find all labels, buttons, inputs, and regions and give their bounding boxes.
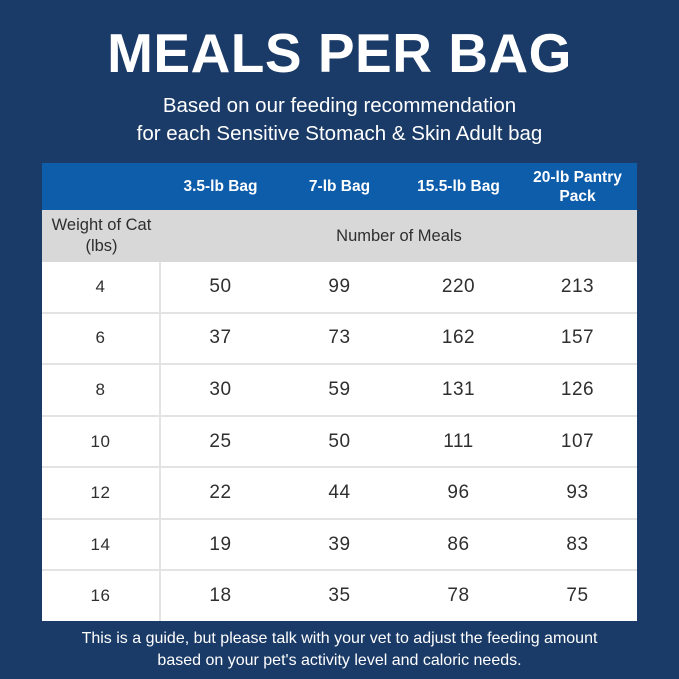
table-row: 10 25 50 111 107: [42, 414, 637, 467]
table-body: 4 50 99 220 213 6 37 73 162 157 8 30 59 …: [42, 262, 637, 622]
meals-cell: 126: [560, 378, 595, 400]
meals-cell: 107: [560, 430, 595, 452]
meals-cell: 83: [566, 533, 589, 555]
meals-per-bag-table: 3.5-lb Bag 7-lb Bag 15.5-lb Bag 20-lb Pa…: [42, 163, 637, 622]
meals-cell: 19: [209, 533, 232, 555]
column-header-20lb-pantry-pack: 20-lb Pantry Pack: [533, 168, 622, 205]
meals-cell: 50: [328, 430, 351, 452]
meals-cell: 35: [328, 585, 351, 607]
page-title: MEALS PER BAG: [107, 22, 572, 84]
weight-cell: 10: [42, 416, 161, 467]
meals-cell: 73: [328, 327, 351, 349]
meals-cell: 213: [560, 275, 595, 297]
column-header-3-5lb-bag: 3.5-lb Bag: [183, 178, 258, 195]
footnote: This is a guide, but please talk with yo…: [0, 628, 679, 672]
table-row: 6 37 73 162 157: [42, 311, 637, 364]
meals-cell: 157: [560, 327, 595, 349]
table-header-row: 3.5-lb Bag 7-lb Bag 15.5-lb Bag 20-lb Pa…: [42, 163, 637, 210]
meals-cell: 162: [441, 327, 476, 349]
column-header-7lb-bag: 7-lb Bag: [308, 178, 371, 195]
weight-cell: 6: [42, 313, 161, 364]
table-subheader-row: Weight of Cat (lbs) Number of Meals: [42, 210, 637, 262]
meals-cell: 86: [447, 533, 470, 555]
meals-cell: 99: [328, 275, 351, 297]
meals-cell: 131: [441, 378, 476, 400]
meals-cell: 96: [447, 482, 470, 504]
table-row: 12 22 44 96 93: [42, 466, 637, 518]
weight-cell: 8: [42, 365, 161, 415]
meals-cell: 44: [328, 482, 351, 504]
table-row: 14 19 39 86 83: [42, 517, 637, 570]
weight-of-cat-header: Weight of Cat (lbs): [42, 210, 161, 262]
weight-header-line-1: Weight of Cat: [51, 216, 152, 234]
weight-cell: 14: [42, 519, 161, 570]
meals-cell: 59: [328, 378, 351, 400]
meals-cell: 25: [209, 430, 232, 452]
footnote-line-2: based on your pet's activity level and c…: [157, 652, 522, 669]
subtitle-line-2: for each Sensitive Stomach & Skin Adult …: [136, 122, 543, 145]
table-row: 16 18 35 78 75: [42, 569, 637, 622]
footnote-line-1: This is a guide, but please talk with yo…: [81, 630, 598, 647]
meals-cell: 220: [441, 275, 476, 297]
meals-cell: 78: [447, 585, 470, 607]
meals-cell: 22: [209, 482, 232, 504]
meals-cell: 37: [209, 327, 232, 349]
meals-cell: 93: [566, 482, 589, 504]
header-corner-cell: [42, 163, 161, 210]
weight-cell: 16: [42, 571, 161, 622]
table-row: 4 50 99 220 213: [42, 262, 637, 312]
weight-header-line-2: (lbs): [85, 237, 118, 255]
weight-cell: 4: [42, 262, 161, 312]
table-row: 8 30 59 131 126: [42, 363, 637, 415]
subtitle: Based on our feeding recommendation for …: [0, 92, 679, 148]
meals-cell: 18: [209, 585, 232, 607]
column-header-15-5lb-bag: 15.5-lb Bag: [417, 178, 500, 195]
meals-cell: 50: [209, 275, 232, 297]
number-of-meals-header: Number of Meals: [336, 226, 462, 245]
meals-cell: 75: [566, 585, 589, 607]
subtitle-line-1: Based on our feeding recommendation: [162, 94, 517, 117]
meals-cell: 30: [209, 378, 232, 400]
meals-cell: 111: [443, 430, 474, 452]
meals-cell: 39: [328, 533, 351, 555]
weight-cell: 12: [42, 468, 161, 518]
